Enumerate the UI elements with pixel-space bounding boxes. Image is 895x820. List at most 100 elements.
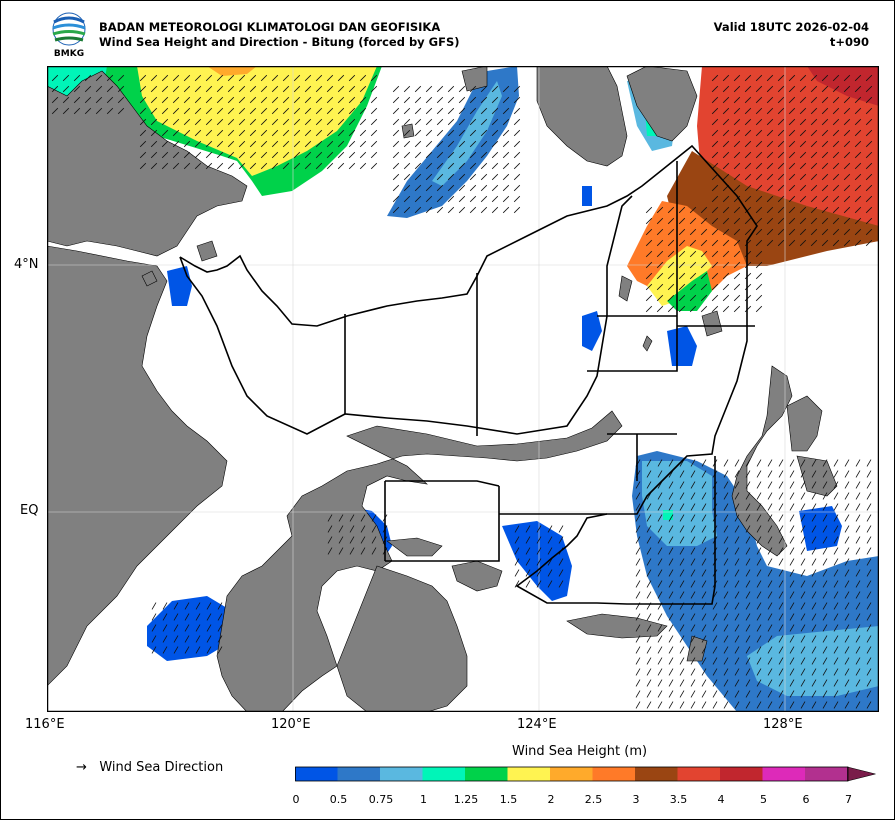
direction-arrow (679, 470, 685, 478)
direction-arrow (635, 492, 641, 500)
direction-arrow (844, 602, 850, 610)
direction-arrow (657, 690, 663, 698)
direction-arrow (822, 690, 828, 698)
direction-arrow (349, 514, 355, 522)
direction-arrow (744, 184, 752, 192)
direction-arrow (679, 701, 685, 709)
direction-arrow (480, 173, 488, 181)
direction-arrow (326, 151, 334, 159)
direction-arrow (282, 96, 290, 104)
direction-arrow (789, 558, 795, 566)
direction-arrow (832, 162, 840, 170)
direction-arrow (162, 624, 168, 632)
direction-arrow (789, 679, 795, 687)
direction-arrow (822, 536, 828, 544)
direction-arrow (767, 646, 773, 654)
direction-arrow (679, 613, 685, 621)
direction-arrow (458, 162, 466, 170)
direction-arrow (458, 173, 466, 181)
direction-arrow (183, 118, 191, 126)
direction-arrow (293, 74, 301, 82)
direction-arrow (425, 107, 433, 115)
colorbar-tick-label: 3 (632, 793, 640, 806)
title-block: BADAN METEOROLOGI KLIMATOLOGI DAN GEOFIS… (99, 20, 460, 50)
direction-arrow (469, 140, 477, 148)
direction-arrow (832, 74, 840, 82)
direction-arrow (844, 690, 850, 698)
direction-arrow (789, 536, 795, 544)
direction-arrow (766, 195, 774, 203)
direction-arrow (690, 668, 696, 676)
direction-arrow (800, 492, 806, 500)
direction-arrow (513, 107, 521, 115)
direction-arrow (865, 173, 873, 181)
direction-arrow (811, 580, 817, 588)
direction-arrow (194, 162, 202, 170)
direction-arrow (701, 492, 707, 500)
direction-arrow (227, 118, 235, 126)
direction-arrow (216, 151, 224, 159)
direction-arrow (195, 635, 201, 643)
direction-arrow (84, 107, 92, 115)
direction-arrow (238, 96, 246, 104)
direction-arrow (866, 459, 872, 467)
direction-arrow (249, 85, 257, 93)
direction-arrow (756, 459, 762, 467)
direction-arrow (789, 657, 795, 665)
colorbar-segment (337, 767, 380, 781)
direction-arrow (789, 503, 795, 511)
direction-arrow (800, 657, 806, 665)
direction-arrow (337, 118, 345, 126)
direction-arrow (844, 525, 850, 533)
direction-arrow (810, 118, 818, 126)
direction-arrow (734, 602, 740, 610)
colorbar-tick-label: 2.5 (584, 793, 603, 806)
direction-arrow (657, 635, 663, 643)
colorbar-tick-label: 4 (717, 793, 725, 806)
direction-arrow (315, 96, 323, 104)
direction-arrow (139, 162, 147, 170)
direction-arrow (227, 162, 235, 170)
direction-arrow (304, 140, 312, 148)
direction-arrow (777, 239, 785, 247)
direction-arrow (502, 173, 510, 181)
direction-arrow (645, 261, 653, 269)
direction-arrow (855, 646, 861, 654)
direction-arrow (173, 635, 179, 643)
direction-arrow (843, 140, 851, 148)
direction-arrow (458, 85, 466, 93)
direction-arrow (745, 481, 751, 489)
direction-arrow (679, 690, 685, 698)
direction-arrow (646, 503, 652, 511)
direction-arrow (810, 195, 818, 203)
direction-arrow (195, 646, 201, 654)
direction-arrow (777, 85, 785, 93)
direction-arrow (271, 151, 279, 159)
direction-arrow (789, 613, 795, 621)
direction-arrow (777, 184, 785, 192)
direction-arrow (249, 107, 257, 115)
direction-arrow (745, 591, 751, 599)
direction-arrow (723, 514, 729, 522)
direction-arrow (249, 140, 257, 148)
direction-arrow (822, 635, 828, 643)
direction-arrow (469, 195, 477, 203)
direction-arrow (338, 547, 344, 555)
direction-arrow (811, 459, 817, 467)
direction-arrow (799, 239, 807, 247)
direction-arrow (370, 85, 378, 93)
direction-arrow (139, 140, 147, 148)
direction-arrow (447, 151, 455, 159)
direction-arrow (843, 228, 851, 236)
direction-arrow (778, 481, 784, 489)
direction-arrow (502, 162, 510, 170)
direction-arrow (51, 85, 59, 93)
direction-arrow (756, 624, 762, 632)
direction-arrow (657, 580, 663, 588)
direction-arrow (722, 129, 730, 137)
direction-arrow (789, 690, 795, 698)
direction-arrow (744, 162, 752, 170)
direction-arrow (370, 96, 378, 104)
direction-arrow (359, 162, 367, 170)
colorbar-tick-label: 7 (845, 793, 852, 806)
